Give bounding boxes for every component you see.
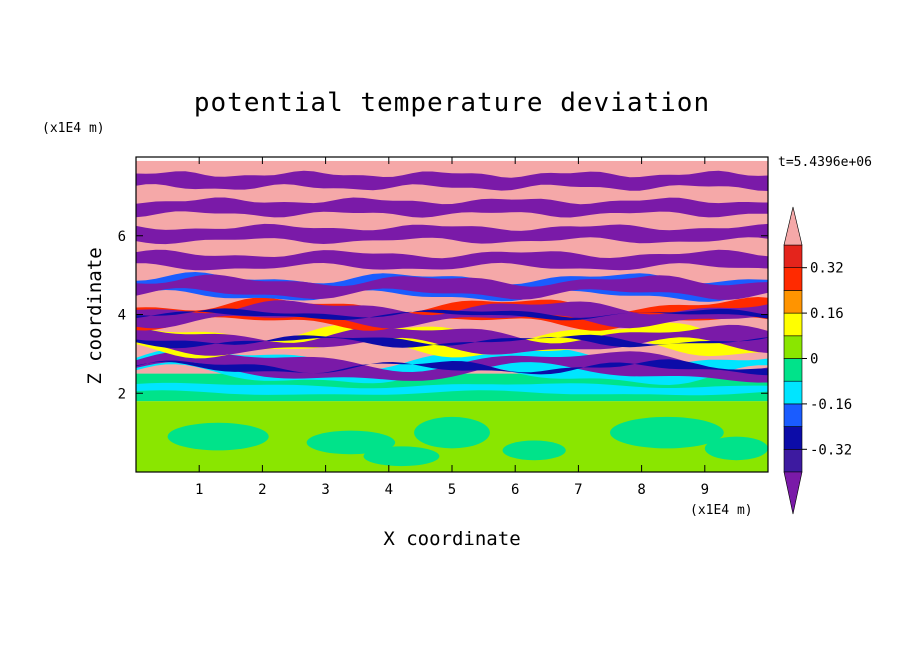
stripe-14 xyxy=(136,170,768,191)
colorbar-cell xyxy=(783,335,803,359)
band-transition-inner xyxy=(136,382,768,396)
x-tick-label: 3 xyxy=(321,482,329,498)
colorbar-cell xyxy=(783,426,803,450)
x-tick-label: 6 xyxy=(511,482,519,498)
core-0 xyxy=(136,359,768,376)
y-tick-label: 2 xyxy=(118,386,126,402)
colorbar-tick-label: 0.32 xyxy=(810,261,844,277)
colorbar-cell xyxy=(783,267,803,291)
colorbar-tick-label: -0.16 xyxy=(810,397,852,413)
y-tick-label: 6 xyxy=(118,229,126,245)
contour-field xyxy=(136,160,768,472)
colorbar-tick-label: 0 xyxy=(810,352,818,368)
colorbar-tick-label: -0.32 xyxy=(810,442,852,458)
chart-title: potential temperature deviation xyxy=(193,88,711,118)
x-tick-label: 9 xyxy=(701,482,709,498)
stripe-2 xyxy=(136,324,768,356)
stripe-4 xyxy=(136,300,768,329)
x-tick-label: 5 xyxy=(448,482,456,498)
blob-5 xyxy=(704,436,768,461)
x-axis: 1 2 3 4 5 6 7 8 9 xyxy=(195,157,709,498)
blob-2 xyxy=(414,416,490,449)
stripe-6 xyxy=(136,274,768,300)
colorbar-cell xyxy=(783,448,803,473)
x-axis-label: X coordinate xyxy=(383,528,521,550)
colorbar-cell xyxy=(783,403,803,427)
colorbar-cell xyxy=(783,244,803,269)
stripe-10 xyxy=(136,223,768,245)
x-tick-label: 4 xyxy=(385,482,393,498)
colorbar-cell xyxy=(783,358,803,382)
y-axis-unit: (x1E4 m) xyxy=(42,121,105,136)
blob-6 xyxy=(363,446,440,467)
time-label: t=5.4396e+06 xyxy=(778,155,872,170)
colorbar-min-triangle xyxy=(783,471,803,515)
colorbar-max-triangle xyxy=(783,206,803,246)
x-tick-label: 2 xyxy=(258,482,266,498)
colorbar-cell xyxy=(783,312,803,337)
x-tick-label: 7 xyxy=(574,482,582,498)
colorbar-cell xyxy=(783,380,803,405)
colorbar: 0.32 0.16 0 -0.16 -0.32 xyxy=(783,206,852,515)
blob-1 xyxy=(306,430,396,455)
colorbar-cell xyxy=(783,290,803,314)
core-2 xyxy=(136,334,768,349)
blob-0 xyxy=(167,422,269,451)
blob-4 xyxy=(610,416,724,449)
x-tick-label: 1 xyxy=(195,482,203,498)
colorbar-tick-label: 0.16 xyxy=(810,306,844,322)
stripe-12 xyxy=(136,197,768,218)
stripe-8 xyxy=(136,249,768,271)
y-tick-label: 4 xyxy=(118,308,126,324)
blob-3 xyxy=(502,440,566,461)
x-tick-label: 8 xyxy=(637,482,645,498)
y-axis: 2 4 6 xyxy=(118,229,768,402)
x-axis-unit: (x1E4 m) xyxy=(690,503,753,518)
core-4 xyxy=(136,308,768,321)
